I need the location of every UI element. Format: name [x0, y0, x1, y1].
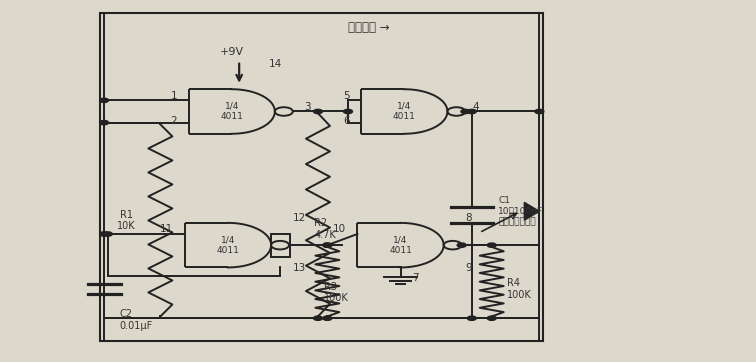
Text: 1/4
4011: 1/4 4011	[389, 235, 412, 255]
Text: 6: 6	[343, 117, 350, 126]
Text: R1
10K: R1 10K	[117, 210, 136, 231]
Circle shape	[534, 109, 544, 114]
Circle shape	[100, 98, 109, 102]
Text: 5: 5	[343, 90, 350, 101]
Circle shape	[100, 121, 109, 125]
Text: 10: 10	[333, 224, 346, 234]
Text: 1/4
4011: 1/4 4011	[216, 235, 240, 255]
Text: R3
100K: R3 100K	[324, 282, 349, 303]
Text: 2: 2	[171, 117, 177, 126]
Text: 7: 7	[412, 273, 418, 283]
Circle shape	[323, 243, 332, 247]
Polygon shape	[525, 202, 539, 220]
Circle shape	[100, 232, 109, 236]
Circle shape	[104, 232, 113, 236]
Text: C1
10〜100pF
固定または可変: C1 10〜100pF 固定または可変	[498, 197, 543, 226]
Text: 8: 8	[466, 213, 472, 223]
Bar	[271, 233, 290, 257]
Circle shape	[323, 316, 332, 320]
Text: 12: 12	[293, 213, 306, 223]
Circle shape	[467, 316, 476, 320]
Text: C2
0.01μF: C2 0.01μF	[119, 309, 153, 331]
Circle shape	[314, 316, 323, 320]
Circle shape	[461, 109, 470, 114]
Text: R2
4.7K: R2 4.7K	[314, 218, 336, 240]
Text: 13: 13	[293, 263, 306, 273]
Text: 11: 11	[160, 224, 174, 234]
Text: 1/4
4011: 1/4 4011	[393, 102, 416, 121]
Text: 4: 4	[473, 102, 479, 112]
Circle shape	[343, 109, 352, 114]
Circle shape	[487, 243, 496, 247]
Text: 3: 3	[304, 102, 311, 112]
Circle shape	[487, 316, 496, 320]
Circle shape	[467, 109, 476, 114]
Text: 9: 9	[466, 263, 472, 273]
Text: 1: 1	[171, 90, 177, 101]
Circle shape	[314, 109, 323, 114]
Circle shape	[323, 243, 332, 247]
Text: アンテナ →: アンテナ →	[348, 21, 389, 34]
Text: 14: 14	[269, 59, 283, 69]
Text: +9V: +9V	[219, 47, 243, 57]
Text: 1/4
4011: 1/4 4011	[220, 102, 243, 121]
Text: R4
100K: R4 100K	[507, 278, 531, 300]
Circle shape	[457, 243, 466, 247]
